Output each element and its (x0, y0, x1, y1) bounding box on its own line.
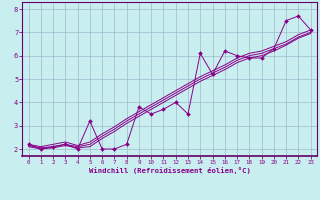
X-axis label: Windchill (Refroidissement éolien,°C): Windchill (Refroidissement éolien,°C) (89, 167, 251, 174)
